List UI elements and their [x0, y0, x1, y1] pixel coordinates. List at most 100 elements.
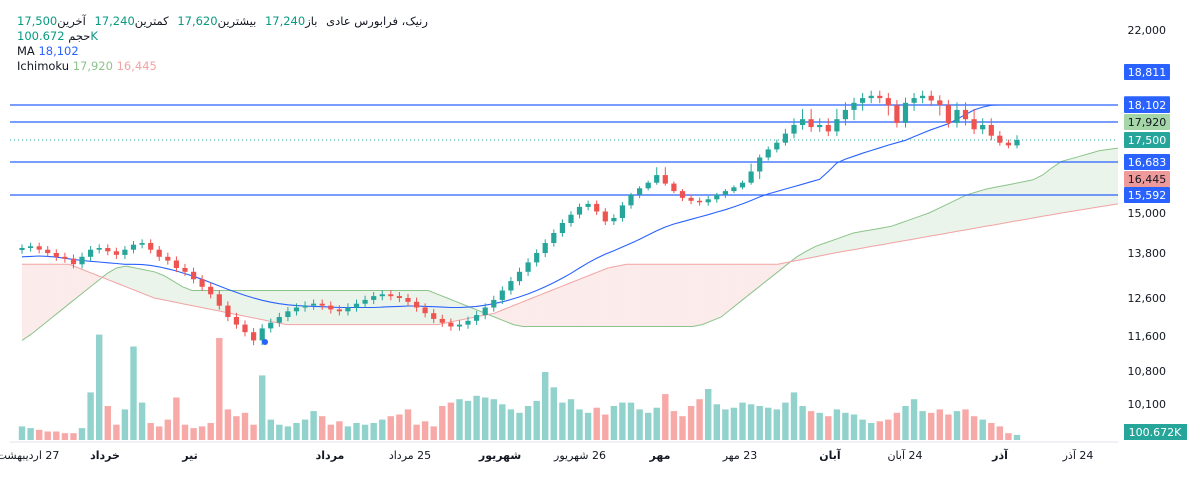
volume-bar — [259, 375, 266, 440]
volume-bar — [979, 419, 986, 440]
ichimoku-cloud-segment — [88, 271, 98, 289]
ichimoku-cloud-segment — [711, 264, 722, 321]
volume-bar — [533, 400, 540, 440]
volume-bar — [104, 406, 111, 440]
candle-body — [542, 243, 548, 253]
ichimoku-span-b-line — [22, 203, 1119, 326]
ichimoku-cloud-segment — [617, 264, 627, 327]
candle-body — [431, 313, 437, 319]
price-label: 18,102 — [1128, 99, 1167, 112]
candle-body — [182, 268, 188, 272]
volume-bar — [370, 423, 377, 440]
ichimoku-cloud-segment — [881, 226, 892, 245]
x-axis-tick-label: خرداد — [90, 449, 120, 462]
volume-bar — [988, 423, 995, 440]
volume-bar — [121, 409, 129, 440]
ichimoku-cloud-segment — [806, 246, 816, 259]
volume-bar — [61, 433, 69, 440]
candle-body — [379, 294, 385, 297]
moving-average-line — [21, 104, 1017, 309]
ichimoku-cloud-segment — [163, 275, 174, 302]
ichimoku-cloud-segment — [626, 264, 637, 327]
legend-ichimoku-label: Ichimoku — [17, 59, 70, 73]
x-axis-tick-label: 24 آبان — [887, 448, 922, 462]
candle-body — [311, 303, 317, 306]
ichimoku-cloud-segment — [456, 301, 467, 321]
volume-bar — [790, 392, 798, 440]
ichimoku-cloud-segment — [154, 271, 164, 300]
y-axis-tick-label: 10,800 — [1128, 365, 1167, 378]
volume-bar — [825, 416, 832, 440]
volume-bar — [885, 419, 892, 440]
price-label: 17,500 — [1128, 134, 1167, 147]
volume-bar — [996, 426, 1003, 440]
candle-body — [388, 294, 394, 297]
x-axis-tick-label: آبان — [819, 448, 841, 462]
volume-bar — [627, 402, 635, 440]
volume-bar — [645, 412, 652, 440]
ichimoku-cloud-segment — [796, 251, 807, 261]
volume-bar — [730, 407, 738, 440]
candle-body — [96, 248, 102, 250]
ichimoku-cloud-segment — [522, 298, 533, 327]
volume-bar — [404, 409, 412, 440]
candle-body — [765, 149, 771, 158]
legend-ichimoku: Ichimoku 17,920 16,445 — [17, 59, 428, 74]
ichimoku-cloud-segment — [31, 264, 41, 335]
volume-bar — [284, 426, 292, 440]
candle-body — [319, 303, 325, 306]
candle-body — [576, 206, 583, 215]
candle-body — [722, 191, 728, 195]
candle-body — [679, 191, 686, 198]
candle-body — [902, 102, 909, 123]
x-axis-tick-label: مرداد — [316, 449, 345, 462]
candle-body — [825, 125, 831, 132]
ichimoku-cloud-segment — [655, 264, 665, 327]
volume-bar — [482, 397, 489, 440]
price-label-bg — [1124, 187, 1170, 203]
candle-body — [508, 281, 514, 291]
candle-body — [345, 307, 351, 312]
candle-body — [293, 307, 300, 312]
price-label-bg — [1124, 64, 1170, 80]
legend-open-label: باز — [305, 14, 318, 28]
x-axis-tick-label: 25 مرداد — [389, 449, 431, 462]
ichimoku-cloud-segment — [248, 290, 259, 319]
candle-body — [800, 119, 806, 125]
volume-bar — [490, 399, 497, 440]
price-label-bg — [1124, 171, 1170, 187]
volume-label-bg — [1124, 424, 1187, 440]
ichimoku-cloud-segment — [381, 290, 391, 325]
volume-bar — [833, 409, 841, 440]
candle-body — [216, 294, 222, 306]
volume-bar — [662, 394, 669, 440]
ichimoku-cloud-segment — [409, 290, 419, 325]
ichimoku-cloud-segment — [995, 185, 1005, 225]
legend-ohlc: رنیک، فرابورس عادی باز17,240 بیشترین17,6… — [17, 14, 428, 29]
candle-body — [259, 328, 265, 341]
ichimoku-cloud-segment — [560, 283, 570, 327]
candle-body — [105, 248, 111, 252]
y-axis-tick-label: 15,000 — [1128, 207, 1167, 220]
ichimoku-cloud-segment — [919, 213, 930, 238]
candle-body — [353, 303, 360, 308]
ichimoku-cloud-segment — [957, 194, 967, 232]
ichimoku-span-a-line — [21, 147, 1119, 341]
candle-body — [705, 199, 711, 203]
candle-body — [988, 125, 994, 136]
price-label: 16,683 — [1128, 156, 1167, 169]
price-label: 18,811 — [1128, 66, 1167, 79]
ichimoku-cloud-segment — [929, 208, 939, 237]
volume-bar — [619, 402, 626, 440]
candle-body — [877, 95, 883, 99]
candle-body — [619, 205, 625, 218]
ichimoku-cloud-segment — [683, 264, 693, 327]
legend-ichimoku-a: 17,920 — [72, 59, 113, 73]
price-label-bg — [1124, 154, 1170, 170]
candle-body — [637, 188, 643, 195]
volume-bar — [636, 409, 643, 440]
volume-bar — [593, 407, 600, 440]
candle-body — [928, 95, 934, 101]
candle-body — [894, 105, 900, 123]
